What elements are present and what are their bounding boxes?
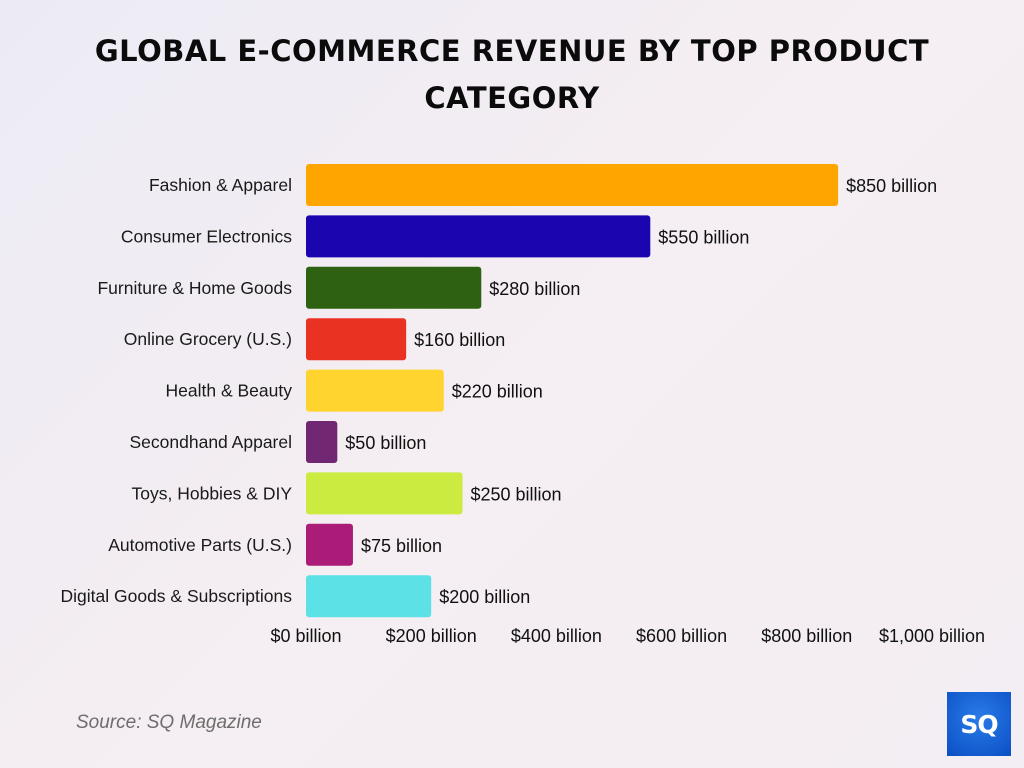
x-tick-label: $1,000 billion [879, 626, 985, 646]
x-tick-label: $200 billion [386, 626, 477, 646]
data-label: $550 billion [658, 227, 749, 247]
category-label: Automotive Parts (U.S.) [108, 535, 292, 555]
category-label: Furniture & Home Goods [97, 278, 292, 298]
bar [306, 164, 839, 206]
data-label: $50 billion [345, 433, 426, 453]
bar [306, 523, 353, 566]
category-label: Fashion & Apparel [149, 175, 292, 195]
bar [306, 369, 444, 412]
data-label: $220 billion [452, 382, 543, 402]
category-label: Secondhand Apparel [130, 432, 293, 452]
category-label: Consumer Electronics [121, 226, 292, 246]
sq-logo: SQ [947, 692, 1011, 756]
data-label: $850 billion [846, 176, 937, 196]
x-tick-label: $600 billion [636, 626, 727, 646]
data-label: $160 billion [414, 330, 505, 350]
category-label: Health & Beauty [166, 381, 293, 401]
category-label: Toys, Hobbies & DIY [132, 483, 293, 503]
bar [306, 472, 463, 515]
data-label: $200 billion [439, 587, 530, 607]
source-note: Source: SQ Magazine [76, 712, 262, 733]
x-tick-label: $400 billion [511, 626, 602, 646]
x-tick-label: $0 billion [270, 626, 341, 646]
x-tick-label: $800 billion [761, 626, 852, 646]
category-label: Online Grocery (U.S.) [124, 329, 292, 349]
bar [306, 318, 407, 361]
bar [306, 266, 482, 309]
data-label: $250 billion [471, 484, 562, 504]
bar [306, 421, 338, 463]
data-label: $75 billion [361, 536, 442, 556]
data-label: $280 billion [489, 279, 580, 299]
bar [306, 575, 432, 618]
category-label: Digital Goods & Subscriptions [61, 586, 293, 606]
chart-title: Global E-Commerce Revenue by Top Product… [94, 34, 930, 115]
bar [306, 215, 651, 258]
